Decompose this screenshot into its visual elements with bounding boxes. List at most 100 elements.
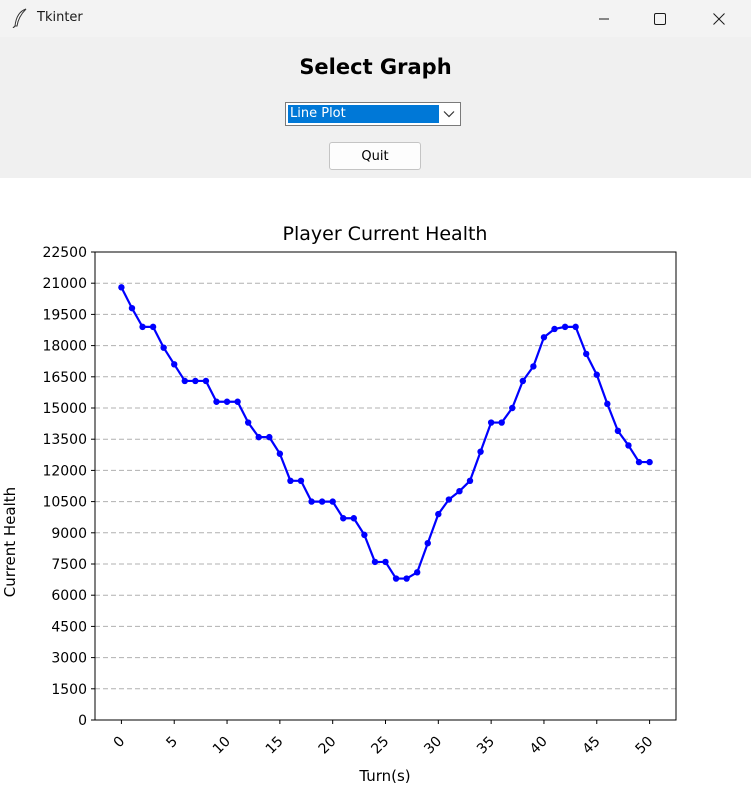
data-point xyxy=(540,334,548,341)
y-tick-label: 15000 xyxy=(42,401,87,417)
data-point xyxy=(266,433,273,441)
data-point xyxy=(561,323,569,331)
y-tick-label: 12000 xyxy=(42,463,87,479)
maximize-button[interactable] xyxy=(637,0,683,37)
close-icon xyxy=(713,12,725,25)
y-tick-label: 6000 xyxy=(51,588,87,604)
data-point xyxy=(276,450,284,457)
feather-icon xyxy=(12,8,27,28)
data-point xyxy=(192,377,199,385)
data-point xyxy=(329,498,336,505)
data-point xyxy=(593,371,600,378)
x-tick-label: 45 xyxy=(580,734,604,758)
x-tick-label: 15 xyxy=(263,734,287,758)
data-point xyxy=(435,510,442,518)
window-title: Tkinter xyxy=(37,10,83,25)
data-point xyxy=(139,323,146,331)
maximize-icon xyxy=(654,12,666,25)
data-point xyxy=(181,377,188,385)
data-point xyxy=(287,477,294,484)
data-point xyxy=(350,515,358,522)
y-tick-label: 9000 xyxy=(51,526,87,542)
data-point xyxy=(202,377,210,385)
data-point xyxy=(340,515,347,522)
page-title: Select Graph xyxy=(299,55,452,79)
data-point xyxy=(614,427,622,435)
data-point xyxy=(244,419,252,426)
data-point xyxy=(635,458,643,466)
chart-title: Player Current Health xyxy=(283,223,488,245)
minimize-icon xyxy=(599,18,609,19)
x-tick-label: 0 xyxy=(111,734,129,752)
data-point xyxy=(519,377,527,385)
y-ticks: 0 1500 3000 4500 6000 7500 9000 10500 12000 13500… xyxy=(42,245,95,729)
data-point xyxy=(477,448,484,455)
y-tick-label: 1500 xyxy=(51,682,87,698)
data-point xyxy=(625,442,632,449)
data-point xyxy=(234,398,241,405)
data-point xyxy=(361,531,368,539)
y-tick-label: 4500 xyxy=(51,619,87,635)
data-point xyxy=(456,488,463,495)
y-tick-label: 22500 xyxy=(42,245,87,261)
x-tick-label: 25 xyxy=(368,734,392,758)
data-point xyxy=(487,419,495,426)
data-point xyxy=(371,558,379,566)
chart-area: Player Current Health Turn(s) Current He… xyxy=(0,178,751,788)
x-tick-label: 40 xyxy=(527,734,551,758)
data-point xyxy=(403,575,410,582)
close-button[interactable] xyxy=(696,0,742,37)
title-bar: Tkinter xyxy=(0,0,751,37)
x-axis-label: Turn(s) xyxy=(358,767,410,785)
data-point xyxy=(604,400,611,408)
data-point xyxy=(646,458,653,466)
minimize-button[interactable] xyxy=(581,0,627,37)
data-point xyxy=(382,558,389,566)
data-point xyxy=(509,404,516,412)
y-tick-label: 21000 xyxy=(42,276,87,292)
y-tick-label: 7500 xyxy=(51,557,87,573)
plot-frame xyxy=(94,251,677,721)
data-point xyxy=(213,398,220,405)
y-tick-label: 18000 xyxy=(42,339,87,355)
data-point xyxy=(160,344,167,351)
x-ticks: 0 5 10 15 20 25 30 35 40 45 50 xyxy=(111,720,656,758)
data-point xyxy=(297,477,305,484)
data-point xyxy=(413,569,421,576)
y-tick-label: 0 xyxy=(78,713,87,729)
data-point xyxy=(572,323,579,331)
data-point xyxy=(255,433,262,441)
y-tick-label: 13500 xyxy=(42,432,87,448)
graph-select-value: Line Plot xyxy=(288,105,439,123)
data-point xyxy=(318,498,326,505)
line-chart: Player Current Health Turn(s) Current He… xyxy=(1,223,677,785)
series-line xyxy=(120,286,650,580)
y-tick-label: 16500 xyxy=(42,370,87,386)
x-tick-label: 30 xyxy=(421,734,445,758)
data-point xyxy=(171,361,178,368)
y-tick-label: 3000 xyxy=(51,651,87,667)
data-point xyxy=(118,284,125,291)
x-tick-label: 50 xyxy=(632,734,656,758)
data-point xyxy=(392,575,400,582)
x-tick-label: 5 xyxy=(163,734,181,752)
data-point xyxy=(128,304,136,312)
data-point xyxy=(308,498,315,505)
graph-select[interactable]: Line Plot xyxy=(285,102,461,126)
data-point xyxy=(424,540,431,547)
data-point xyxy=(551,325,558,333)
data-point xyxy=(223,398,231,405)
quit-button[interactable]: Quit xyxy=(329,142,421,170)
grid-lines xyxy=(95,251,676,721)
x-tick-label: 20 xyxy=(316,734,340,758)
chevron-down-icon[interactable] xyxy=(440,105,458,123)
data-point xyxy=(583,350,590,358)
y-tick-label: 10500 xyxy=(42,495,87,511)
data-point xyxy=(149,323,157,331)
x-tick-label: 10 xyxy=(210,734,234,758)
data-point xyxy=(498,419,505,426)
x-tick-label: 35 xyxy=(474,734,498,758)
data-point xyxy=(466,477,474,484)
series-health xyxy=(118,284,653,582)
y-tick-label: 19500 xyxy=(42,307,87,323)
